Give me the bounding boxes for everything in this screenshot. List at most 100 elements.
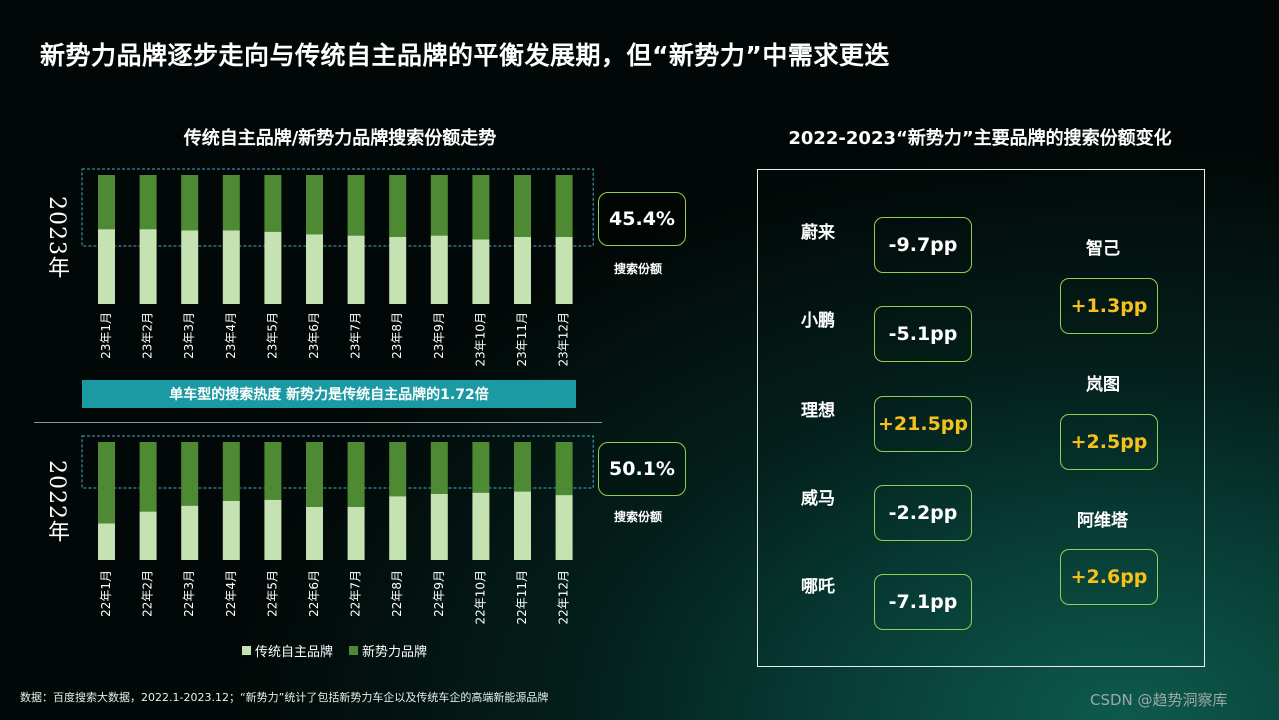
x-tick-label-2023-6: 23年6月 (307, 312, 321, 359)
bar-traditional-2023-9 (430, 235, 448, 304)
bar-new-force-2022-7 (347, 442, 365, 507)
brand-name-voyah: 岚图 (1086, 375, 1120, 395)
source-note: 数据：百度搜索大数据，2022.1-2023.12；“新势力”统计了包括新势力车… (20, 691, 549, 704)
x-tick-label-2023-8: 23年8月 (390, 312, 404, 359)
bar-new-force-2023-11 (514, 175, 531, 237)
brand-name-nio: 蔚来 (801, 223, 835, 243)
brand-change-weltmeister: -2.2pp (874, 485, 972, 541)
brand-name-im: 智己 (1086, 239, 1120, 259)
bar-traditional-2022-5 (264, 499, 282, 560)
bar-traditional-2022-4 (222, 501, 240, 560)
legend-label-traditional: 传统自主品牌 (255, 645, 334, 660)
bar-traditional-2022-3 (181, 505, 199, 560)
highlight-box-2022 (81, 435, 594, 489)
bar-new-force-2023-3 (181, 175, 199, 231)
bar-new-force-2022-10 (472, 442, 490, 493)
bar-new-force-2023-6 (306, 175, 323, 235)
brand-change-neta: -7.1pp (874, 574, 972, 630)
legend: 传统自主品牌 新势力品牌 (242, 641, 427, 660)
legend-swatch-traditional (242, 646, 251, 655)
x-tick-label-2022-12: 22年12月 (557, 570, 571, 625)
brand-change-li-auto: +21.5pp (874, 396, 972, 452)
bar-traditional-2022-7 (347, 506, 365, 560)
brand-change-panel (757, 169, 1205, 667)
bar-new-force-2023-5 (264, 175, 282, 232)
x-tick-label-2023-9: 23年9月 (432, 312, 446, 359)
brand-name-xpeng: 小鹏 (801, 311, 835, 331)
bar-new-force-2022-5 (264, 442, 282, 500)
x-tick-label-2022-2: 22年2月 (141, 570, 155, 617)
x-tick-label-2023-3: 23年3月 (182, 312, 196, 359)
bar-traditional-2022-8 (389, 496, 407, 560)
x-tick-label-2022-4: 22年4月 (224, 570, 238, 617)
brand-change-nio: -9.7pp (874, 217, 972, 273)
x-tick-label-2023-10: 23年10月 (473, 312, 487, 367)
section-divider (34, 422, 602, 423)
legend-item-traditional: 传统自主品牌 (242, 641, 333, 660)
x-tick-label-2022-5: 22年5月 (265, 570, 279, 617)
bar-new-force-2022-11 (514, 442, 531, 492)
share-callout-2023: 45.4% (598, 192, 686, 246)
share-label-2022: 搜索份额 (614, 510, 663, 524)
share-callout-2022: 50.1% (598, 442, 686, 496)
bar-traditional-2022-9 (430, 493, 448, 560)
x-tick-label-2023-11: 23年11月 (515, 312, 529, 367)
page-title: 新势力品牌逐步走向与传统自主品牌的平衡发展期，但“新势力”中需求更迭 (40, 41, 890, 70)
legend-label-new-force: 新势力品牌 (362, 645, 428, 660)
bar-traditional-2023-1 (98, 229, 115, 304)
x-tick-label-2022-7: 22年7月 (349, 570, 363, 617)
year-label-2022: 2022年 (44, 460, 69, 543)
left-chart-title: 传统自主品牌/新势力品牌搜索份额走势 (183, 128, 497, 149)
x-tick-label-2022-11: 22年11月 (515, 570, 529, 625)
watermark: CSDN @趋势洞察库 (1090, 691, 1228, 709)
x-tick-label-2022-3: 22年3月 (182, 570, 196, 617)
bar-new-force-2023-9 (430, 175, 448, 236)
brand-change-xpeng: -5.1pp (874, 306, 972, 362)
brand-name-li-auto: 理想 (801, 401, 835, 421)
bar-traditional-2023-11 (514, 236, 531, 304)
bar-traditional-2022-1 (98, 523, 115, 560)
bar-traditional-2023-6 (306, 234, 323, 304)
brand-name-neta: 哪吒 (801, 577, 835, 597)
x-tick-label-2022-9: 22年9月 (432, 570, 446, 617)
bar-new-force-2022-8 (389, 442, 407, 497)
bar-new-force-2023-7 (347, 175, 365, 236)
right-chart-title: 2022-2023“新势力”主要品牌的搜索份额变化 (788, 128, 1172, 149)
x-tick-label-2022-8: 22年8月 (390, 570, 404, 617)
bar-traditional-2023-4 (222, 230, 240, 304)
x-tick-label-2022-1: 22年1月 (99, 570, 113, 617)
year-label-2023: 2023年 (44, 196, 69, 279)
x-tick-label-2023-4: 23年4月 (224, 312, 238, 359)
brand-change-avatr: +2.6pp (1060, 549, 1158, 605)
bar-new-force-2023-10 (472, 175, 490, 240)
bar-new-force-2022-6 (306, 442, 323, 507)
bar-traditional-2022-11 (514, 491, 531, 560)
bar-traditional-2023-8 (389, 236, 407, 304)
x-tick-label-2022-10: 22年10月 (473, 570, 487, 625)
highlight-box-2023 (81, 168, 594, 247)
brand-name-weltmeister: 威马 (801, 489, 835, 509)
bar-traditional-2022-2 (139, 511, 157, 560)
bar-new-force-2022-9 (430, 442, 448, 494)
brand-change-im: +1.3pp (1060, 278, 1158, 334)
legend-swatch-new-force (349, 646, 359, 655)
share-value-2022: 50.1% (609, 458, 675, 480)
brand-name-avatr: 阿维塔 (1077, 511, 1128, 531)
bar-traditional-2023-12 (555, 236, 573, 304)
share-value-2023: 45.4% (609, 208, 675, 230)
bar-traditional-2023-7 (347, 235, 365, 304)
bar-traditional-2022-6 (306, 506, 323, 560)
bar-new-force-2022-4 (222, 442, 240, 501)
x-tick-label-2022-6: 22年6月 (307, 570, 321, 617)
x-tick-label-2023-1: 23年1月 (99, 312, 113, 359)
bar-traditional-2023-5 (264, 231, 282, 304)
bar-new-force-2023-8 (389, 175, 407, 237)
x-tick-label-2023-2: 23年2月 (141, 312, 155, 359)
bar-new-force-2022-1 (98, 442, 115, 524)
bar-new-force-2023-4 (222, 175, 240, 231)
bar-traditional-2023-2 (139, 229, 157, 304)
legend-item-new-force: 新势力品牌 (349, 641, 427, 660)
bar-new-force-2023-1 (98, 175, 115, 230)
bar-traditional-2022-12 (555, 495, 573, 560)
bar-new-force-2023-2 (139, 175, 157, 230)
